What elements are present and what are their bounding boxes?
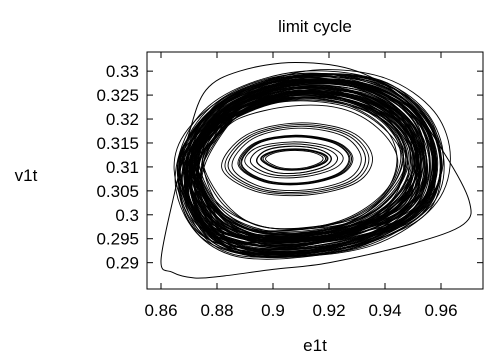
series-line-band-orbit: [177, 72, 435, 258]
series-line-band-orbit: [181, 92, 412, 240]
x-axis-label: e1t: [303, 336, 327, 355]
series-line-inner-orbit: [231, 127, 362, 191]
y-tick-label: 0.32: [106, 110, 139, 129]
plot-frame: [146, 51, 484, 290]
y-axis-label: v1t: [15, 166, 38, 185]
y-tick-label: 0.305: [96, 182, 139, 201]
series-line-inner-orbit: [262, 149, 327, 170]
series-line-inner-orbit: [227, 125, 366, 193]
series-line-band-orbit: [191, 91, 416, 235]
series-line-band-orbit: [184, 79, 427, 249]
series-line-inner-orbit: [249, 143, 339, 177]
series-line-band-orbit: [190, 90, 423, 238]
series-line-band-orbit: [194, 86, 428, 247]
series-line-inner-orbit: [260, 148, 329, 171]
series-line-inner-orbit: [238, 135, 353, 185]
series-line-band-orbit: [183, 79, 438, 253]
series-line-band-orbit: [174, 70, 443, 260]
series-line-inner-orbit: [265, 149, 324, 170]
series-line-band-orbit: [178, 74, 441, 258]
series-line-inner-orbit: [244, 141, 344, 179]
x-tick-label: 0.88: [200, 301, 233, 320]
x-tick-label: 0.92: [312, 301, 345, 320]
series-line-inner-orbit: [241, 136, 350, 184]
plot-data: [160, 61, 472, 279]
series-line-outer-orbit: [160, 61, 472, 279]
series-line-band-orbit: [190, 94, 415, 240]
series-line-band-orbit: [194, 92, 407, 232]
x-tick-label: 0.86: [144, 301, 177, 320]
series-line-band-orbit: [184, 81, 434, 254]
y-tick-label: 0.325: [96, 86, 139, 105]
series-line-inner-orbit: [224, 124, 370, 195]
series-line-inner-orbit: [255, 145, 332, 174]
axis-ticks: 0.86 0.88 0.9 0.92 0.94 0.96 0.29 0.295 0.3 0.305…: [96, 52, 483, 320]
series-line-band-orbit: [183, 73, 445, 258]
series-line-inner-orbit: [240, 136, 351, 185]
y-tick-label: 0.31: [106, 158, 139, 177]
x-tick-label: 0.94: [368, 301, 401, 320]
series-line-inner-orbit: [237, 134, 354, 186]
series-line-inner-orbit: [221, 122, 373, 197]
x-tick-label: 0.9: [261, 301, 285, 320]
y-tick-label: 0.295: [96, 230, 139, 249]
y-tick-label: 0.3: [115, 206, 139, 225]
x-tick-label: 0.96: [424, 301, 457, 320]
y-tick-label: 0.315: [96, 134, 139, 153]
y-tick-label: 0.33: [106, 62, 139, 81]
chart-title: limit cycle: [278, 17, 352, 36]
y-tick-label: 0.29: [106, 254, 139, 273]
